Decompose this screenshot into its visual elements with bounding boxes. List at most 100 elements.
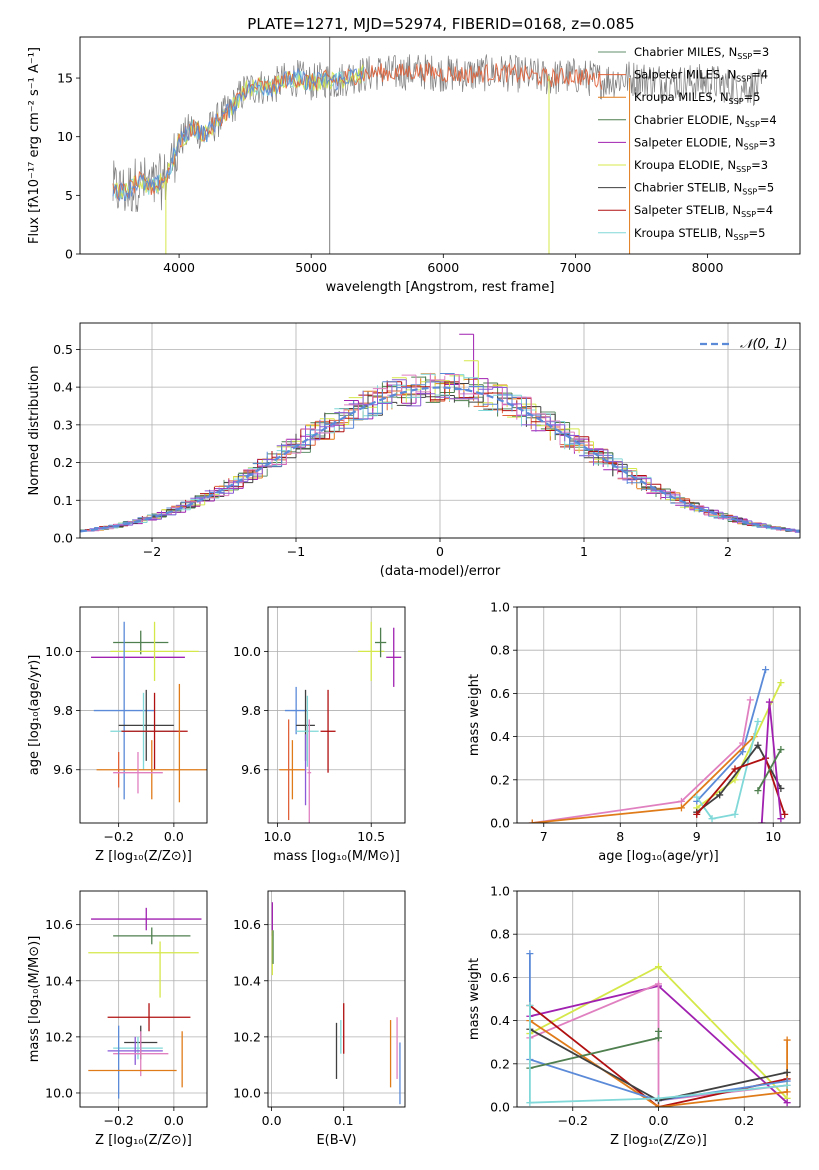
axes-frame <box>79 890 208 1108</box>
y-tick-label: 10 <box>57 129 73 144</box>
weight-marker <box>754 741 762 749</box>
weight-marker <box>731 810 739 818</box>
weight-series <box>529 1019 788 1107</box>
x-tick-label: 10 <box>765 829 781 844</box>
weight-marker <box>693 793 701 801</box>
y-tick-label: 10.0 <box>233 1085 261 1100</box>
weight-marker <box>758 819 766 823</box>
plot-area <box>88 907 202 1099</box>
weight-marker <box>783 1081 791 1089</box>
y-axis-label: Flux [fλ10⁻¹⁷ erg cm⁻² s⁻¹ A⁻¹] <box>27 47 42 244</box>
weight-marker <box>526 950 534 958</box>
gaussian-reference <box>80 386 800 533</box>
weight-marker <box>655 1027 662 1035</box>
weight-marker <box>655 980 662 988</box>
x-axis-label: Z [log₁₀(Z/Z⊙)] <box>610 1133 707 1148</box>
weight-marker <box>528 819 536 823</box>
y-axis-label: age [log₁₀(age/yr)] <box>27 655 42 776</box>
y-tick-label: 9.8 <box>241 703 261 718</box>
data-point <box>110 621 199 681</box>
weight-marker <box>655 963 662 971</box>
x-tick-label: −1 <box>287 544 305 559</box>
data-point <box>107 1036 163 1065</box>
panel-spectrum: 4000 5000 6000 7000 8000 0 5 10 15 wavelength [An… <box>27 36 801 295</box>
y-tick-label: 15 <box>57 71 73 86</box>
axes-frame <box>267 606 406 824</box>
weight-marker <box>754 717 762 725</box>
legend-entry: Salpeter STELIB, NSSP=4 <box>634 203 773 219</box>
figure-title: PLATE=1271, MJD=52974, FIBERID=0168, z=0… <box>247 15 634 33</box>
x-axis-label: Z [log₁₀(Z/Z⊙)] <box>95 1133 192 1148</box>
y-tick-label: 0.6 <box>490 970 510 985</box>
panel-age-vs-mass: 10.0 10.5 9.6 9.8 10.0 mass [log₁₀(M/M⊙)] <box>233 606 406 864</box>
x-tick-label: 8000 <box>692 260 724 275</box>
weight-marker <box>762 666 770 674</box>
legend-entry: Kroupa ELODIE, NSSP=3 <box>634 158 768 174</box>
data-point <box>374 627 387 658</box>
weight-marker <box>677 797 685 805</box>
data-point <box>107 1003 191 1032</box>
x-tick-label: −2 <box>143 544 161 559</box>
panel-weight-vs-Z: −0.2 0.0 0.2 0.0 0.2 0.4 0.6 0.8 1.0 Z [log₁₀(Z/Z… <box>467 884 801 1148</box>
y-tick-label: 10.2 <box>233 1029 261 1044</box>
plot-area <box>91 621 207 803</box>
y-tick-label: 10.4 <box>233 973 261 988</box>
y-tick-label: 1.0 <box>490 884 510 899</box>
weight-marker <box>783 1088 791 1096</box>
weight-marker <box>781 810 789 818</box>
weight-series <box>760 701 782 823</box>
x-tick-label: −0.2 <box>103 829 133 844</box>
weight-marker <box>731 776 739 784</box>
panel-age-vs-Z: −0.2 0.0 9.6 9.8 10.0 Z [log₁₀(Z/Z⊙)] age [log… <box>27 606 208 864</box>
legend-entry: Kroupa MILES, NSSP=5 <box>634 90 760 106</box>
weight-marker <box>783 1068 791 1076</box>
y-tick-label: 0.0 <box>490 816 510 831</box>
weight-marker <box>777 746 785 754</box>
x-tick-label: −0.2 <box>103 1113 133 1128</box>
x-axis-label: Z [log₁₀(Z/Z⊙)] <box>95 849 192 864</box>
y-tick-label: 0.2 <box>53 455 73 470</box>
y-tick-label: 0.3 <box>53 417 73 432</box>
plot-area <box>279 621 402 823</box>
x-tick-label: 0.0 <box>164 829 184 844</box>
weight-marker <box>677 804 685 812</box>
y-axis-label: mass weight <box>467 958 482 1040</box>
weight-marker <box>655 1094 662 1102</box>
y-tick-label: 10.0 <box>45 644 73 659</box>
data-point <box>113 927 191 945</box>
y-tick-label: 10.4 <box>45 973 73 988</box>
data-point <box>113 630 169 655</box>
plot-area <box>80 333 800 533</box>
plot-area <box>112 37 764 254</box>
x-tick-label: 7000 <box>560 260 592 275</box>
x-tick-label: 6000 <box>427 260 459 275</box>
weight-marker <box>708 815 716 823</box>
legend-entry: Kroupa STELIB, NSSP=5 <box>634 226 765 242</box>
data-point <box>296 695 319 767</box>
data-point <box>118 689 174 761</box>
y-axis-label: mass [log₁₀(M/M⊙)] <box>27 936 42 1063</box>
weight-series <box>529 1031 660 1069</box>
y-tick-label: 9.6 <box>53 762 73 777</box>
x-tick-label: 0.1 <box>334 1113 354 1128</box>
weight-marker <box>777 679 785 687</box>
weight-series <box>532 699 752 823</box>
weight-marker <box>765 698 773 706</box>
weight-series <box>695 721 759 820</box>
weight-marker <box>731 765 739 773</box>
y-tick-label: 10.0 <box>45 1085 73 1100</box>
data-point <box>113 751 163 794</box>
data-point <box>91 907 202 931</box>
legend-entry: Chabrier ELODIE, NSSP=4 <box>634 113 777 129</box>
data-point <box>113 1036 163 1060</box>
legend-entry: Salpeter MILES, NSSP=4 <box>634 68 768 84</box>
legend-entry: Chabrier STELIB, NSSP=5 <box>634 181 774 197</box>
x-tick-label: 0.0 <box>164 1113 184 1128</box>
x-tick-label: −0.2 <box>558 1113 588 1128</box>
y-tick-label: 0.5 <box>53 342 73 357</box>
x-tick-label: 8 <box>616 829 624 844</box>
data-point <box>113 1031 169 1077</box>
x-tick-label: 0 <box>436 544 444 559</box>
y-tick-label: 0.2 <box>490 772 510 787</box>
x-tick-label: 2 <box>724 544 732 559</box>
